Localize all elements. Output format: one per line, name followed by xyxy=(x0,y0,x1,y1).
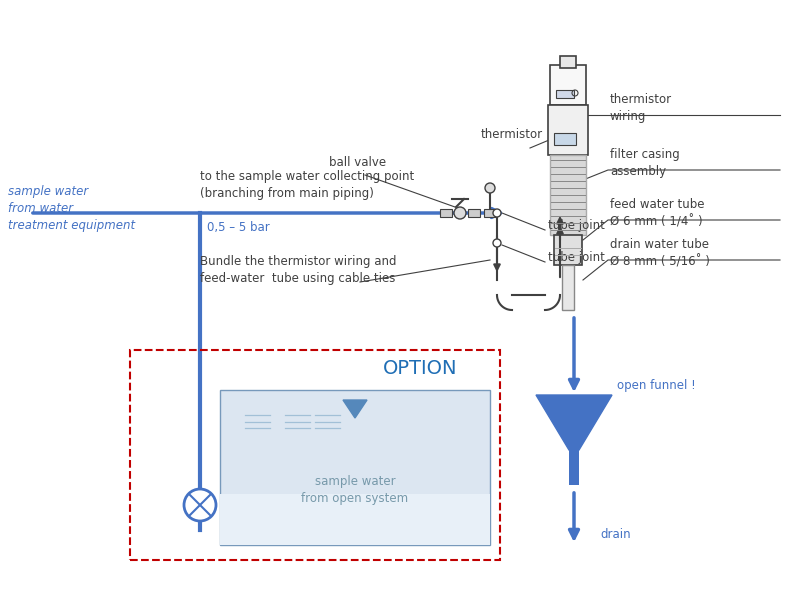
Text: filter casing
assembly: filter casing assembly xyxy=(610,148,680,178)
Text: sample water
from open system: sample water from open system xyxy=(302,475,409,505)
Circle shape xyxy=(485,183,495,193)
Text: tube joint: tube joint xyxy=(548,251,605,263)
Text: OPTION: OPTION xyxy=(382,358,458,377)
Text: open funnel !: open funnel ! xyxy=(617,379,696,391)
FancyBboxPatch shape xyxy=(440,209,452,217)
Text: thermistor: thermistor xyxy=(481,128,543,142)
FancyBboxPatch shape xyxy=(569,450,579,485)
Circle shape xyxy=(493,209,501,217)
Polygon shape xyxy=(536,395,612,450)
Circle shape xyxy=(493,239,501,247)
Text: feed water tube
Ø 6 mm ( 1/4˚ ): feed water tube Ø 6 mm ( 1/4˚ ) xyxy=(610,197,705,229)
Polygon shape xyxy=(343,400,367,418)
Text: drain water tube
Ø 8 mm ( 5/16˚ ): drain water tube Ø 8 mm ( 5/16˚ ) xyxy=(610,238,710,268)
FancyBboxPatch shape xyxy=(556,90,574,98)
FancyBboxPatch shape xyxy=(562,265,574,310)
Text: sample water
from water
treatment equipment: sample water from water treatment equipm… xyxy=(8,185,135,232)
FancyBboxPatch shape xyxy=(554,235,582,265)
FancyBboxPatch shape xyxy=(554,133,576,145)
FancyBboxPatch shape xyxy=(220,390,490,545)
Text: 0,5 – 5 bar: 0,5 – 5 bar xyxy=(207,221,270,235)
FancyBboxPatch shape xyxy=(548,105,588,155)
FancyBboxPatch shape xyxy=(468,209,480,217)
FancyBboxPatch shape xyxy=(550,155,586,235)
Text: tube joint: tube joint xyxy=(548,218,605,232)
FancyBboxPatch shape xyxy=(484,209,496,217)
Text: drain: drain xyxy=(600,529,630,541)
Circle shape xyxy=(184,489,216,521)
Text: thermistor
wiring: thermistor wiring xyxy=(610,93,672,123)
FancyBboxPatch shape xyxy=(560,56,576,68)
FancyBboxPatch shape xyxy=(220,494,490,545)
Text: Bundle the thermistor wiring and
feed-water  tube using cable ties: Bundle the thermistor wiring and feed-wa… xyxy=(200,255,397,285)
FancyBboxPatch shape xyxy=(550,65,586,105)
Text: to the sample water collecting point
(branching from main piping): to the sample water collecting point (br… xyxy=(200,170,414,200)
Text: ball valve: ball valve xyxy=(330,155,386,169)
Circle shape xyxy=(454,207,466,219)
